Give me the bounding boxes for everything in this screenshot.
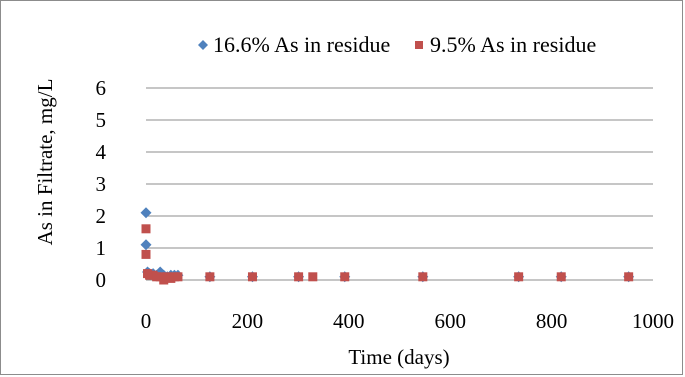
- x-tick-label: 800: [536, 309, 568, 333]
- y-tick-label: 4: [96, 140, 107, 164]
- data-point-series-1: [140, 239, 152, 251]
- legend-label-series-2: 9.5% As in residue: [430, 32, 596, 57]
- data-points: [140, 207, 635, 285]
- x-axis-ticks: 0 200 400 600 800 1000: [141, 309, 674, 333]
- x-axis-title: Time (days): [348, 345, 449, 369]
- data-point-series-2: [624, 272, 634, 282]
- x-tick-label: 200: [232, 309, 264, 333]
- y-tick-label: 3: [96, 172, 107, 196]
- data-point-series-2: [418, 272, 428, 282]
- y-axis-title: As in Filtrate, mg/L: [33, 79, 57, 246]
- x-tick-label: 1000: [632, 309, 674, 333]
- legend: 16.6% As in residue 9.5% As in residue: [198, 32, 596, 57]
- gridlines: [146, 87, 653, 281]
- data-point-series-2: [556, 272, 566, 282]
- y-tick-label: 1: [96, 236, 107, 260]
- data-point-series-2: [141, 249, 151, 259]
- x-tick-label: 600: [434, 309, 466, 333]
- y-tick-label: 5: [96, 108, 107, 132]
- y-tick-label: 2: [96, 204, 107, 228]
- data-point-series-2: [308, 272, 318, 282]
- data-point-series-2: [205, 272, 215, 282]
- data-point-series-1: [140, 207, 152, 219]
- y-tick-label: 0: [96, 268, 107, 292]
- legend-marker-diamond: [198, 40, 208, 50]
- data-point-series-2: [173, 272, 183, 282]
- data-point-series-2: [294, 272, 304, 282]
- data-point-series-2: [514, 272, 524, 282]
- legend-label-series-1: 16.6% As in residue: [213, 32, 390, 57]
- y-axis-ticks: 0 1 2 3 4 5 6: [96, 76, 107, 292]
- data-point-series-2: [340, 272, 350, 282]
- x-tick-label: 400: [333, 309, 365, 333]
- y-tick-label: 6: [96, 76, 107, 100]
- data-point-series-2: [247, 272, 257, 282]
- legend-marker-square: [415, 41, 423, 49]
- data-point-series-2: [141, 224, 151, 234]
- x-tick-label: 0: [141, 309, 152, 333]
